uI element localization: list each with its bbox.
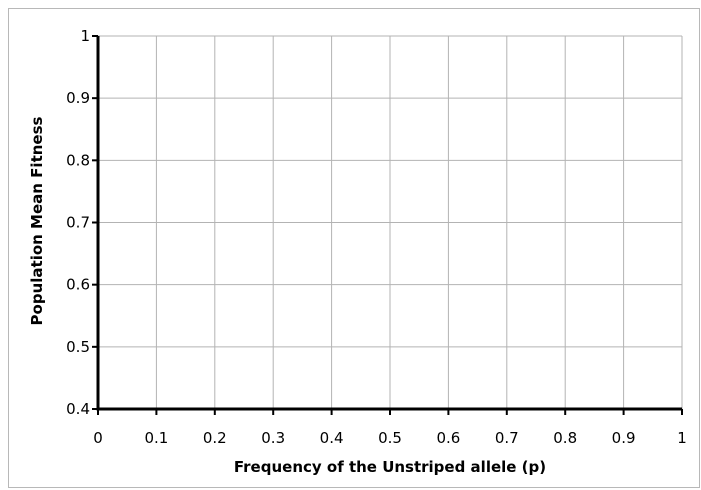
x-tick-label: 0.1 <box>144 429 168 447</box>
x-tick-label: 0.4 <box>320 429 344 447</box>
y-tick-label: 0.8 <box>66 151 90 169</box>
y-axis-title: Population Mean Fitness <box>28 116 46 325</box>
x-tick-label: 0.8 <box>553 429 577 447</box>
x-tick-label: 0.5 <box>378 429 402 447</box>
y-tick-label: 0.7 <box>66 214 90 232</box>
x-tick-label: 0 <box>93 429 103 447</box>
gridlines <box>98 35 683 409</box>
x-tick-labels: 0 0.1 0.2 0.3 0.4 0.5 0.6 0.7 0.8 0.9 1 <box>93 429 687 447</box>
y-tick-label: 0.4 <box>66 400 90 418</box>
axes <box>92 35 683 415</box>
y-tick-label: 0.5 <box>66 338 90 356</box>
x-tick-label: 0.6 <box>436 429 460 447</box>
x-tick-label: 1 <box>677 429 687 447</box>
x-tick-label: 0.2 <box>203 429 227 447</box>
x-tick-label: 0.9 <box>612 429 636 447</box>
y-tick-labels: 0.4 0.5 0.6 0.7 0.8 0.9 1 <box>66 27 90 418</box>
x-tick-label: 0.7 <box>495 429 519 447</box>
x-tick-label: 0.3 <box>261 429 285 447</box>
y-tick-label: 0.9 <box>66 89 90 107</box>
y-tick-label: 0.6 <box>66 276 90 294</box>
x-axis-title: Frequency of the Unstriped allele (p) <box>234 458 546 476</box>
y-tick-label: 1 <box>80 27 90 45</box>
